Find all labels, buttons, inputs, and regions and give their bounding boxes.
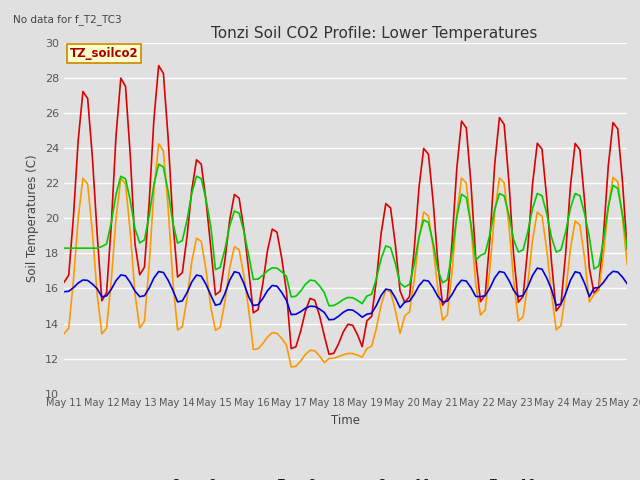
Title: Tonzi Soil CO2 Profile: Lower Temperatures: Tonzi Soil CO2 Profile: Lower Temperatur… (211, 25, 537, 41)
Legend: Open -8cm, Tree -8cm, Open -16cm, Tree -16cm: Open -8cm, Tree -8cm, Open -16cm, Tree -… (134, 474, 557, 480)
Y-axis label: Soil Temperatures (C): Soil Temperatures (C) (26, 155, 39, 282)
Text: TZ_soilco2: TZ_soilco2 (70, 47, 138, 60)
X-axis label: Time: Time (331, 414, 360, 427)
Text: No data for f_T2_TC3: No data for f_T2_TC3 (13, 14, 122, 25)
